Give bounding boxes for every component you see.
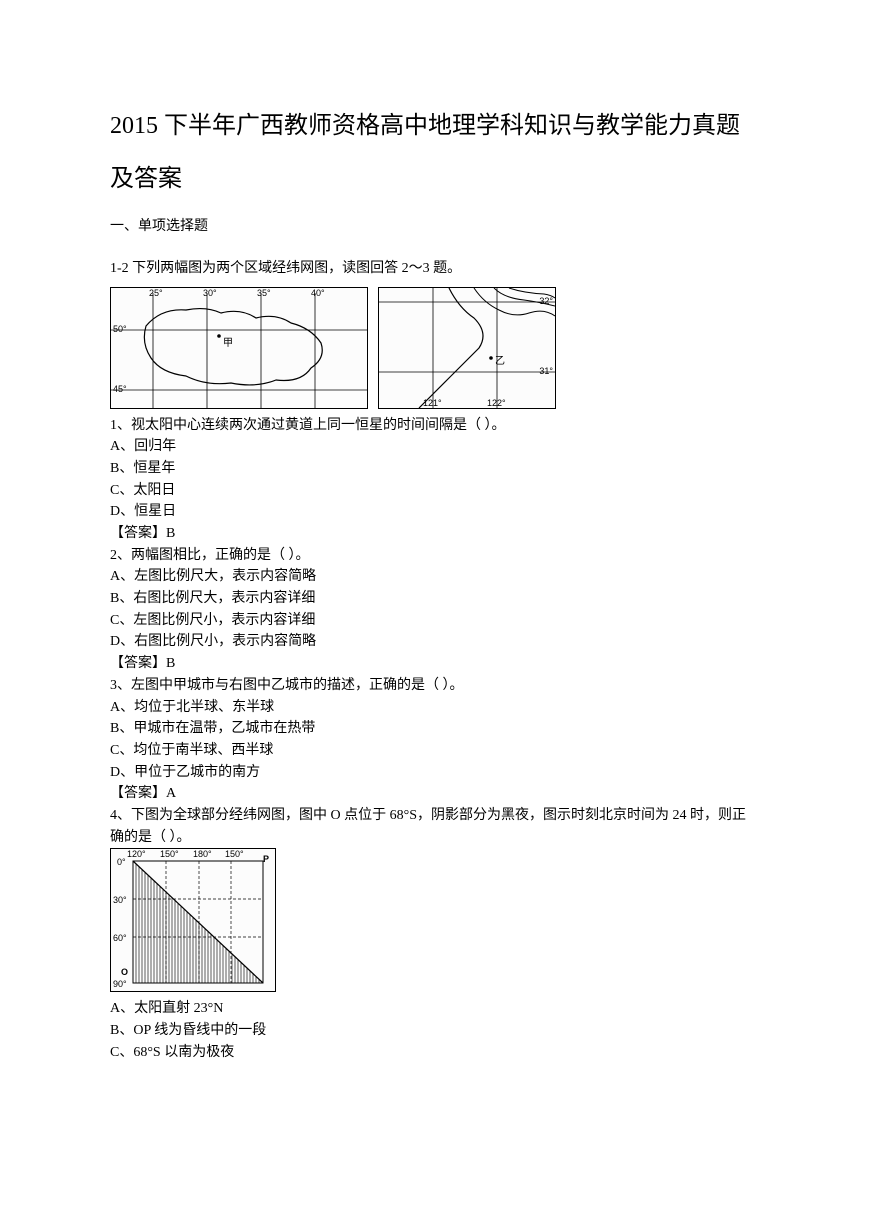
fig3-lat90: 90° [113, 979, 127, 989]
map1-lat45: 45° [113, 384, 127, 394]
q3-option-b: B、甲城市在温带，乙城市在热带 [110, 718, 759, 740]
q2-option-c: C、左图比例尺小，表示内容详细 [110, 610, 759, 632]
fig3-lon150b: 150° [225, 849, 244, 859]
fig3-point-p: P [263, 854, 269, 864]
map1-city-label: 甲 [223, 334, 233, 349]
q3-option-d: D、甲位于乙城市的南方 [110, 762, 759, 784]
q3-option-c: C、均位于南半球、西半球 [110, 740, 759, 762]
q2-stem: 2、两幅图相比，正确的是（ ）。 [110, 545, 759, 567]
fig3-lat30: 30° [113, 895, 127, 905]
fig3-lat0: 0° [117, 857, 126, 867]
map1-lon25: 25° [149, 288, 163, 298]
fig3-lon120: 120° [127, 849, 146, 859]
figure-map-1: 25° 30° 35° 40° 50° 45° 甲 [110, 287, 368, 409]
question-1-2-intro: 1-2 下列两幅图为两个区域经纬网图，读图回答 2～3 题。 [110, 257, 759, 281]
map1-lon35: 35° [257, 288, 271, 298]
q2-answer: 【答案】B [110, 653, 759, 675]
q3-stem: 3、左图中甲城市与右图中乙城市的描述，正确的是（ ）。 [110, 675, 759, 697]
q1-answer: 【答案】B [110, 523, 759, 545]
map1-lon40: 40° [311, 288, 325, 298]
map1-lat50: 50° [113, 324, 127, 334]
page-title: 2015 下半年广西教师资格高中地理学科知识与教学能力真题及答案 [110, 100, 759, 206]
fig3-point-o: O [121, 967, 128, 977]
fig3-lat60: 60° [113, 933, 127, 943]
q2-option-d: D、右图比例尺小，表示内容简略 [110, 631, 759, 653]
q4-option-a: A、太阳直射 23°N [110, 998, 759, 1020]
q1-option-a: A、回归年 [110, 436, 759, 458]
map2-lon122: 122° [487, 398, 506, 408]
q3-answer: 【答案】A [110, 783, 759, 805]
section-header: 一、单项选择题 [110, 214, 759, 239]
q2-option-b: B、右图比例尺大，表示内容详细 [110, 588, 759, 610]
q3-option-a: A、均位于北半球、东半球 [110, 697, 759, 719]
q4-option-c: C、68°S 以南为极夜 [110, 1042, 759, 1064]
q1-stem: 1、视太阳中心连续两次通过黄道上同一恒星的时间间隔是（ ）。 [110, 415, 759, 437]
map2-lat32: 32° [539, 296, 553, 306]
figure-map-2: 32° 31° 121° 122° 乙 [378, 287, 556, 409]
map2-lon121: 121° [423, 398, 442, 408]
fig3-lon150: 150° [160, 849, 179, 859]
q4-option-b: B、OP 线为昏线中的一段 [110, 1020, 759, 1042]
q4-stem: 4、下图为全球部分经纬网图，图中 O 点位于 68°S，阴影部分为黑夜，图示时刻… [110, 805, 759, 848]
q1-option-b: B、恒星年 [110, 458, 759, 480]
q2-option-a: A、左图比例尺大，表示内容简略 [110, 566, 759, 588]
map2-lat31: 31° [539, 366, 553, 376]
q1-option-c: C、太阳日 [110, 480, 759, 502]
map2-city-label: 乙 [495, 352, 505, 367]
fig3-lon180: 180° [193, 849, 212, 859]
q1-option-d: D、恒星日 [110, 501, 759, 523]
map1-lon30: 30° [203, 288, 217, 298]
figure-row-1: 25° 30° 35° 40° 50° 45° 甲 32° 31° 121° 1… [110, 287, 759, 409]
figure-grid-3: 120° 150° 180° 150° P 0° 30° 60° 90° O [110, 848, 276, 992]
